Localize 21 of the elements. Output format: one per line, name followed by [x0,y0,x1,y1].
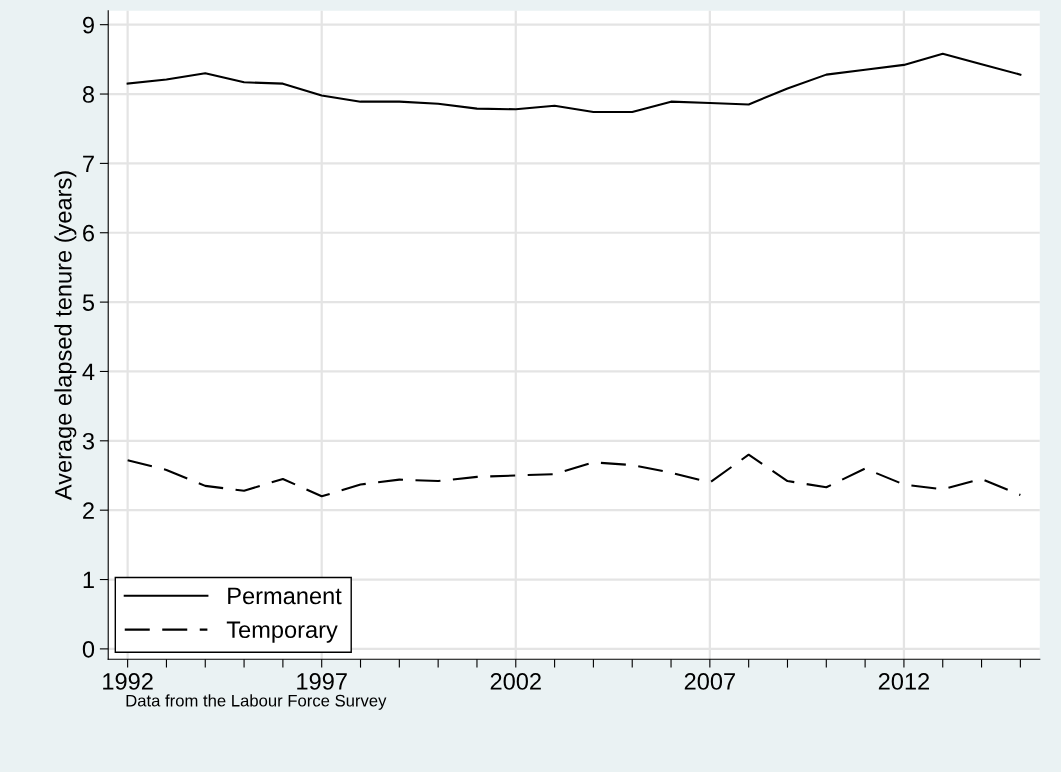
y-tick-label: 7 [83,155,94,172]
line-series [126,453,1022,498]
y-tick-label: 4 [82,363,95,381]
text: Data from the Labour Force Survey [126,694,387,710]
legend-label: Permanent [228,587,342,605]
y-tick-label: 9 [83,16,94,34]
y-tick-label: 8 [82,86,94,103]
x-tick-label: 2002 [490,673,541,690]
y-tick-label: 6 [83,224,94,242]
y-axis-title: Average elapsed tenure (years) [54,171,77,501]
y-tick-label: 5 [82,294,95,311]
y-tick-label: 3 [82,432,94,450]
x-tick-label: 1992 [103,673,153,690]
line-series [126,52,1022,114]
x-tick-label: 2012 [878,673,930,690]
y-tick-label: 1 [83,571,94,589]
legend-label: Temporary [226,621,338,643]
y-tick-label: 2 [83,502,94,519]
x-tick-label: 2007 [684,673,735,690]
x-tick-label: 1997 [297,673,347,690]
y-tick-label: 0 [82,640,95,658]
